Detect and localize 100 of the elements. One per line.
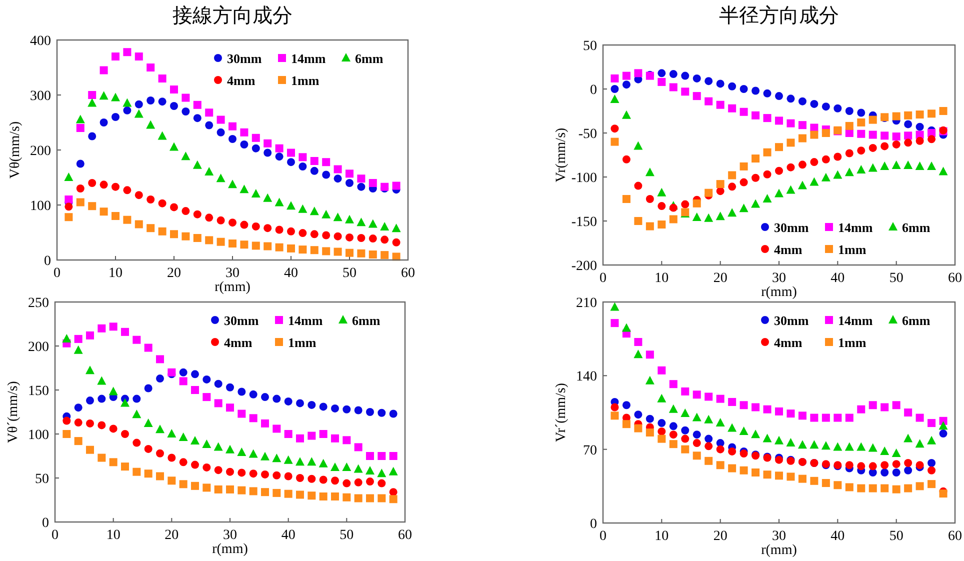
point [287,244,295,252]
point [880,132,889,140]
point [366,466,374,474]
point [680,408,690,418]
point [109,458,118,466]
y-tick-label: 100 [30,199,51,214]
point [704,97,713,106]
point [88,179,96,187]
point [740,108,748,116]
point [645,168,654,176]
point [228,135,236,143]
point [740,466,748,474]
y-axis-title: Vθ´(mm/s) [6,380,21,443]
point [658,78,666,86]
point [798,160,806,169]
point [296,399,304,408]
point [226,404,234,412]
point [319,430,328,438]
point [74,334,82,343]
point [272,471,281,480]
point [810,440,819,449]
point [158,199,166,208]
point [763,148,772,156]
point [380,236,389,244]
point [238,486,246,494]
point [274,198,284,206]
point [284,397,292,406]
point [622,323,631,332]
point [810,130,818,139]
x-tick-label: 60 [401,266,415,281]
point [751,199,760,208]
point [123,106,132,114]
point [389,452,398,460]
point [380,251,389,260]
point [798,412,806,420]
point [634,141,643,150]
point [692,390,701,399]
point [334,232,342,240]
point [622,80,630,89]
x-axis-title: r(mm) [214,280,251,295]
point [378,494,386,502]
point [310,230,318,238]
point [202,393,211,402]
point [692,439,701,448]
point [156,472,164,480]
point [916,110,924,119]
point [845,414,854,422]
point [389,488,398,496]
point [342,479,351,488]
point [856,164,866,174]
point [868,462,877,470]
point [168,476,176,485]
point [752,468,760,476]
point [261,488,269,496]
point [728,398,736,406]
point [938,166,948,176]
point [657,188,666,196]
point [610,138,619,146]
point [146,224,155,232]
point [228,218,236,227]
point [272,488,281,497]
point [357,182,366,191]
point [377,468,386,478]
point [216,238,225,246]
point [275,152,284,161]
point [752,86,760,95]
point [728,104,736,112]
point [681,387,690,396]
point [74,404,82,412]
point [260,452,270,460]
point [319,402,328,411]
point [331,492,339,500]
point [202,484,211,492]
point [810,100,818,108]
point [64,196,73,204]
point [205,236,214,244]
point [763,89,772,98]
point [681,200,690,208]
x-tick-label: 40 [281,528,296,543]
legend-label: 14mm [288,313,323,328]
point [716,418,725,427]
point [834,481,842,490]
point [112,212,120,220]
point [728,464,736,472]
point [261,393,269,402]
point [610,403,619,412]
point [916,482,924,490]
point [904,132,912,140]
point [248,449,258,458]
point [915,439,924,448]
point [287,148,295,157]
point [821,172,830,182]
point [263,193,272,202]
point [845,122,854,130]
y-axis-title: Vr´(mm/s) [554,382,569,442]
point [346,179,354,187]
point [798,121,806,130]
point [658,69,666,78]
point [834,152,842,161]
x-tick-label: 40 [830,271,845,286]
